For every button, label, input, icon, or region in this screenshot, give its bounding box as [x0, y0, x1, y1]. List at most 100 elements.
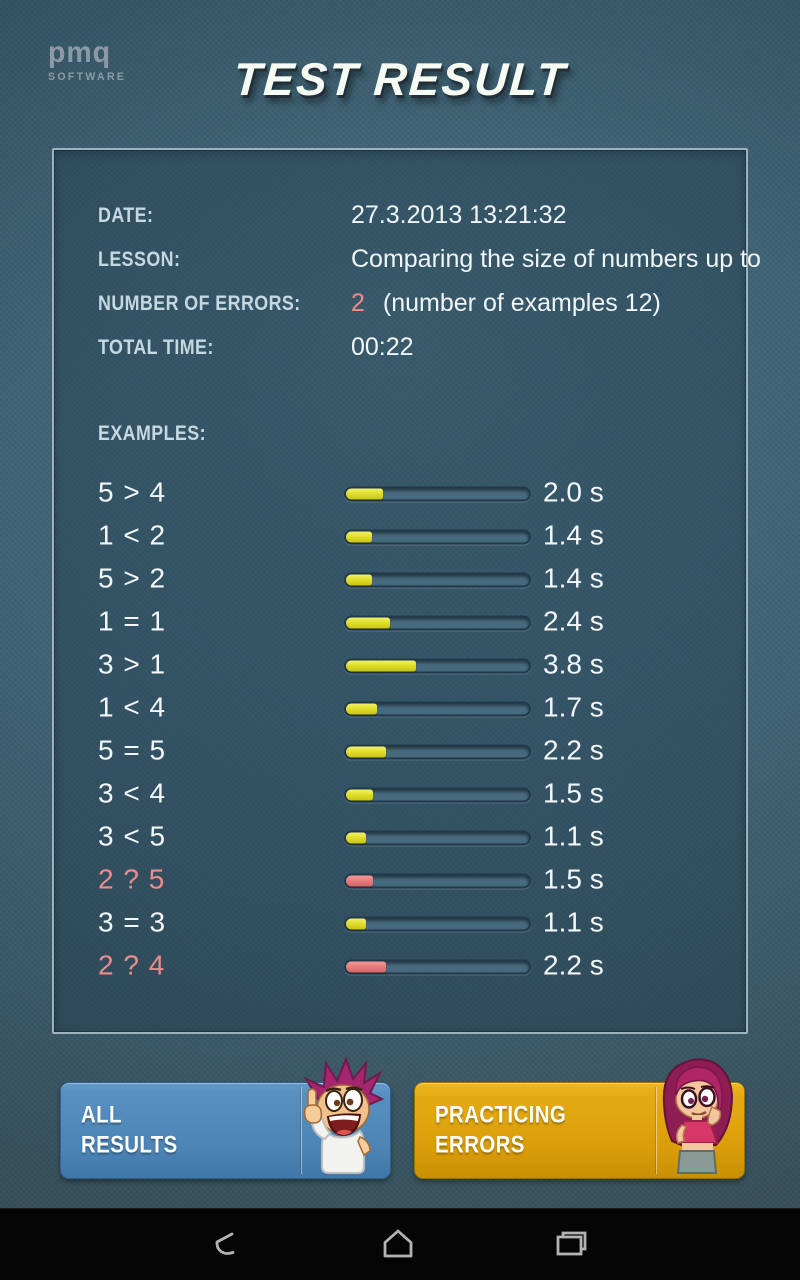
example-row: 5 > 4 2.0 s	[54, 472, 750, 515]
example-time: 1.5 s	[543, 863, 604, 895]
example-expression: 1 < 4	[98, 691, 167, 723]
example-time: 1.1 s	[543, 820, 604, 852]
time-bar-fill	[346, 574, 372, 585]
time-bar-track	[344, 959, 531, 974]
time-bar-fill	[346, 918, 367, 929]
example-row: 2 ? 5 1.5 s	[54, 859, 750, 902]
example-row: 3 < 5 1.1 s	[54, 816, 750, 859]
time-bar-fill	[346, 746, 387, 757]
example-row: 2 ? 4 2.2 s	[54, 945, 750, 988]
example-time: 2.2 s	[543, 949, 604, 981]
example-row: 3 < 4 1.5 s	[54, 773, 750, 816]
time-bar-fill	[346, 617, 390, 628]
total-time-label: TOTAL TIME:	[98, 336, 214, 359]
example-expression: 5 > 2	[98, 562, 167, 594]
time-bar-track	[344, 572, 531, 587]
time-bar-fill	[346, 703, 378, 714]
time-bar-track	[344, 658, 531, 673]
examples-header: EXAMPLES:	[98, 422, 738, 452]
lesson-label: LESSON:	[98, 248, 181, 271]
example-row: 3 = 3 1.1 s	[54, 902, 750, 945]
time-bar-track	[344, 916, 531, 931]
time-bar-track	[344, 701, 531, 716]
page-title: TEST RESULT	[231, 53, 569, 105]
date-value: 27.3.2013 13:21:32	[351, 201, 567, 229]
time-bar-track	[344, 615, 531, 630]
example-expression: 5 > 4	[98, 476, 167, 508]
example-expression: 2 ? 4	[98, 949, 166, 981]
time-bar-track	[344, 744, 531, 759]
button-divider	[301, 1087, 302, 1174]
example-time: 2.4 s	[543, 605, 604, 637]
time-bar-fill	[346, 832, 367, 843]
home-icon[interactable]	[376, 1223, 420, 1267]
android-nav-bar	[0, 1208, 800, 1280]
example-expression: 5 = 5	[98, 734, 167, 766]
time-bar-track	[344, 830, 531, 845]
logo-subtext: SOFTWARE	[48, 71, 127, 83]
examples-list: 5 > 4 2.0 s 1 < 2 1.4 s 5 > 2 1.4 s 1 = …	[54, 472, 750, 988]
errors-row: NUMBER OF ERRORS: 2 (number of examples 1…	[98, 289, 738, 322]
example-expression: 3 < 5	[98, 820, 167, 852]
errors-value: 2 (number of examples 12)	[351, 289, 661, 318]
time-bar-track	[344, 787, 531, 802]
time-bar-fill	[346, 660, 416, 671]
date-row: DATE: 27.3.2013 13:21:32	[98, 201, 738, 234]
example-time: 3.8 s	[543, 648, 604, 680]
example-row: 1 = 1 2.4 s	[54, 601, 750, 644]
recents-icon[interactable]	[549, 1223, 593, 1267]
example-expression: 3 > 1	[98, 648, 167, 680]
example-row: 1 < 2 1.4 s	[54, 515, 750, 558]
example-time: 1.4 s	[543, 519, 604, 551]
example-row: 1 < 4 1.7 s	[54, 687, 750, 730]
example-time: 1.7 s	[543, 691, 604, 723]
logo-text: pmq	[48, 36, 112, 69]
time-bar-track	[344, 529, 531, 544]
practicing-errors-button[interactable]: PRACTICING ERRORS	[414, 1058, 745, 1179]
practicing-errors-label: PRACTICING ERRORS	[435, 1100, 589, 1161]
example-expression: 2 ? 5	[98, 863, 166, 895]
example-row: 5 > 2 1.4 s	[54, 558, 750, 601]
date-label: DATE:	[98, 204, 154, 227]
errors-note: (number of examples 12)	[382, 289, 661, 317]
time-bar-fill	[346, 961, 387, 972]
example-time: 2.2 s	[543, 734, 604, 766]
example-time: 1.4 s	[543, 562, 604, 594]
time-bar-fill	[346, 531, 372, 542]
example-row: 5 = 5 2.2 s	[54, 730, 750, 773]
practicing-errors-line1: PRACTICING	[435, 1100, 567, 1128]
example-expression: 1 = 1	[98, 605, 167, 637]
example-expression: 1 < 2	[98, 519, 167, 551]
total-time-value: 00:22	[351, 333, 414, 361]
all-results-button[interactable]: ALL RESULTS	[60, 1056, 391, 1179]
example-expression: 3 = 3	[98, 906, 167, 938]
all-results-line2: RESULTS	[81, 1131, 178, 1159]
errors-label: NUMBER OF ERRORS:	[98, 292, 301, 315]
time-bar-track	[344, 486, 531, 501]
time-bar-fill	[346, 789, 374, 800]
total-time-row: TOTAL TIME: 00:22	[98, 333, 738, 366]
pmq-software-logo: pmq SOFTWARE	[48, 38, 130, 84]
all-results-label: ALL RESULTS	[81, 1100, 195, 1161]
example-time: 1.1 s	[543, 906, 604, 938]
time-bar-fill	[346, 488, 383, 499]
boy-mascot-icon	[296, 1056, 388, 1177]
all-results-line1: ALL	[81, 1100, 122, 1128]
result-panel: DATE: 27.3.2013 13:21:32 LESSON: Compari…	[52, 148, 761, 1034]
example-time: 2.0 s	[543, 476, 604, 508]
example-expression: 3 < 4	[98, 777, 167, 809]
example-time: 1.5 s	[543, 777, 604, 809]
time-bar-track	[344, 873, 531, 888]
back-icon[interactable]	[202, 1223, 246, 1267]
button-divider	[656, 1087, 657, 1174]
examples-label: EXAMPLES:	[98, 422, 206, 445]
lesson-row: LESSON: Comparing the size of numbers up…	[98, 245, 761, 278]
girl-mascot-icon	[650, 1058, 742, 1177]
lesson-value: Comparing the size of numbers up to	[351, 245, 761, 273]
time-bar-fill	[346, 875, 374, 886]
example-row: 3 > 1 3.8 s	[54, 644, 750, 687]
textured-background	[0, 0, 800, 1208]
errors-count: 2	[351, 289, 365, 317]
practicing-errors-line2: ERRORS	[435, 1131, 525, 1159]
